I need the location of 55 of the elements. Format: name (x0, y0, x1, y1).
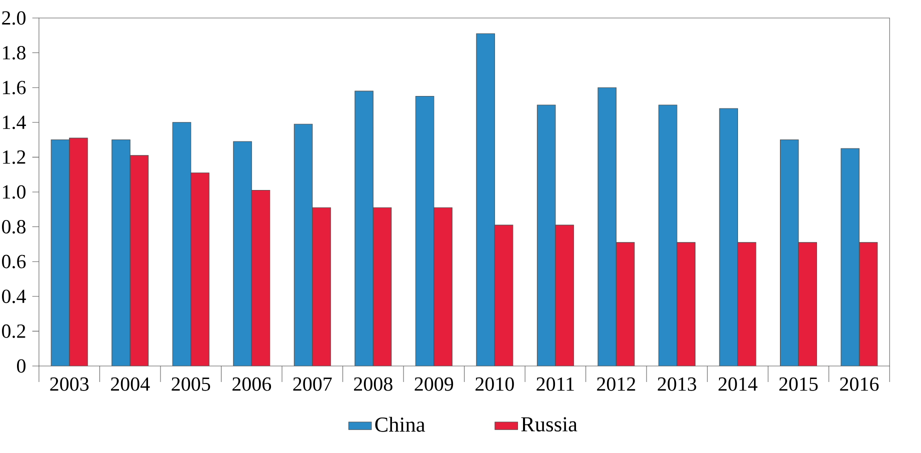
bar (130, 155, 148, 366)
x-tick-label: 2012 (597, 377, 636, 391)
y-tick-label: 1.6 (3, 80, 26, 94)
x-tick-label: 2013 (658, 377, 696, 391)
bar (354, 91, 374, 366)
y-tick-label: 0 (17, 359, 26, 373)
bar (676, 242, 696, 366)
bar (51, 140, 70, 366)
bar (738, 242, 756, 366)
bar (416, 96, 434, 366)
bar (233, 142, 252, 366)
x-tick-label: 2007 (293, 377, 332, 391)
bar (476, 34, 495, 366)
y-tick-label: 0.6 (2, 254, 26, 268)
bar (598, 88, 616, 366)
bar (719, 108, 738, 366)
bar (858, 242, 878, 366)
bar (172, 122, 191, 366)
legend-label: Russia (521, 417, 578, 432)
x-tick-label: 2003 (50, 377, 89, 391)
y-tick-label: 1.0 (3, 185, 26, 199)
bar (252, 190, 270, 366)
bar (434, 208, 452, 366)
bar (190, 172, 210, 366)
x-tick-label: 2009 (414, 377, 454, 391)
bar (840, 148, 860, 366)
bar (780, 140, 798, 366)
bar (112, 140, 130, 366)
bar (294, 124, 312, 366)
bar (373, 208, 392, 366)
y-tick-label: 0.4 (2, 290, 26, 304)
bar (537, 104, 556, 366)
x-tick-label: 2008 (354, 377, 392, 391)
bar (555, 225, 574, 366)
y-tick-label: 2.0 (2, 11, 26, 25)
bar (494, 225, 513, 366)
x-tick-label: 2005 (172, 377, 210, 391)
legend-label: China (375, 416, 426, 432)
y-tick-label: 1.4 (3, 116, 26, 130)
x-tick-label: 2004 (110, 377, 150, 391)
x-tick-label: 2016 (840, 377, 879, 391)
x-tick-label: 2006 (232, 377, 272, 391)
x-tick-label: 2010 (476, 377, 514, 391)
x-tick-label: 2015 (779, 377, 818, 391)
y-tick-label: 0.8 (2, 220, 26, 234)
y-tick-label: 1.8 (3, 46, 26, 60)
bar (69, 138, 88, 366)
y-tick-label: 1.2 (3, 150, 26, 164)
bar (312, 208, 331, 366)
x-tick-label: 2014 (718, 377, 758, 391)
bar (798, 242, 817, 366)
y-tick-label: 0.2 (2, 324, 26, 338)
x-tick-label: 2011 (536, 377, 574, 391)
bar (658, 104, 677, 366)
bar (616, 242, 634, 366)
